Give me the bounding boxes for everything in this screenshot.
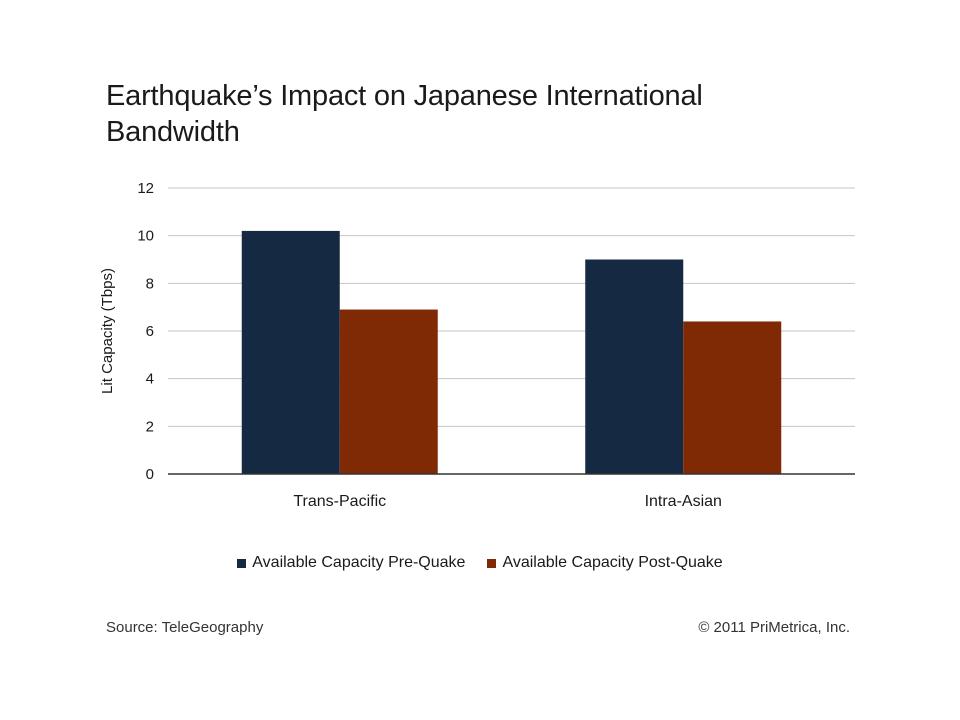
x-tick-label: Intra-Asian	[645, 493, 722, 510]
legend-item-pre-quake: Available Capacity Pre-Quake	[237, 554, 465, 572]
legend-swatch-post-quake	[487, 558, 497, 568]
y-tick-label: 6	[146, 323, 154, 340]
copyright-note: © 2011 PriMetrica, Inc.	[698, 619, 850, 636]
y-tick-label: 2	[146, 418, 154, 435]
legend-item-post-quake: Available Capacity Post-Quake	[487, 554, 723, 572]
legend-label-pre-quake: Available Capacity Pre-Quake	[252, 554, 466, 571]
bar-pre-quake	[241, 230, 340, 474]
source-note: Source: TeleGeography	[106, 619, 264, 636]
bars	[241, 230, 782, 474]
bar-pre-quake	[585, 259, 684, 474]
y-tick-label: 8	[146, 275, 154, 292]
y-tick-label: 10	[137, 228, 154, 245]
y-tick-label: 12	[137, 180, 154, 197]
axes: 0 2 4 6 8 10 12 Trans-Pacific Intra-Asian Lit Cap…	[99, 180, 855, 510]
y-axis-label: Lit Capacity (Tbps)	[99, 268, 116, 394]
legend-swatch-pre-quake	[237, 558, 247, 568]
bar-post-quake	[683, 321, 782, 474]
chart-title: Earthquake’s Impact on Japanese Internat…	[106, 80, 703, 148]
legend-label-post-quake: Available Capacity Post-Quake	[502, 554, 723, 571]
legend: Available Capacity Pre-Quake Available C…	[0, 554, 960, 572]
y-tick-label: 0	[146, 466, 154, 483]
y-tick-label: 4	[146, 371, 154, 388]
bar-post-quake	[339, 309, 438, 474]
x-tick-label: Trans-Pacific	[293, 493, 386, 510]
